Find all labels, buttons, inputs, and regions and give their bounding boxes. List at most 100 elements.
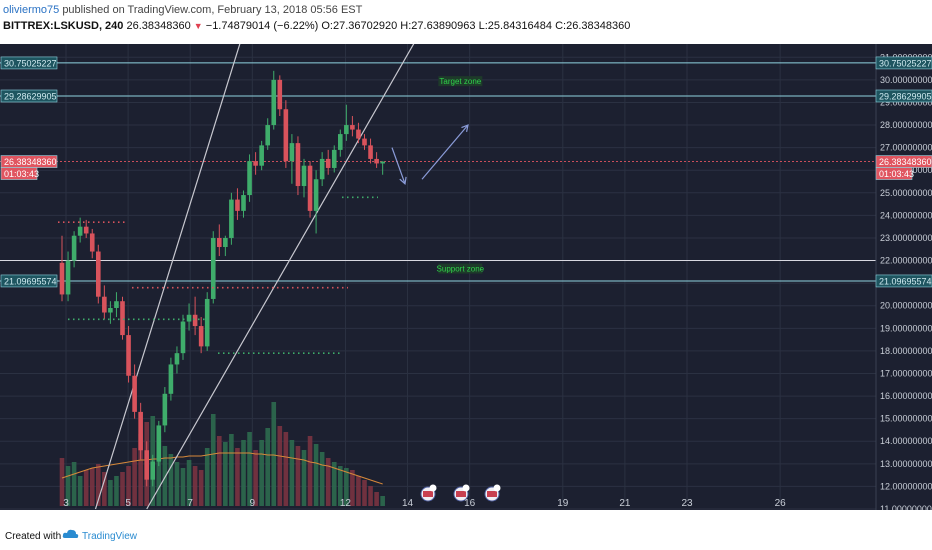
candle-body [350,125,355,130]
volume-bar [132,448,137,506]
lower-trendline [146,44,415,510]
time-tick-label: 3 [63,498,69,509]
volume-bar [126,466,131,506]
candle-body [83,226,89,234]
candle-body [77,226,83,236]
candle-body [331,149,337,168]
candle-body [126,335,131,376]
candle-body [223,237,228,248]
down-arrow-mark-head [399,176,407,185]
volume-bar [362,480,367,506]
candle-body [144,450,149,480]
volume-bar [210,414,216,506]
tradingview-cloud-icon [62,529,79,538]
candle-body [235,199,240,211]
candle-body [150,461,156,480]
volume-bar [271,402,277,506]
volume-bar [253,450,258,506]
level-tag-right: 21.09695574 [879,276,932,286]
flag-stripe [456,491,466,497]
price-tick-label: 27.00000000 [880,143,932,153]
volume-bar [325,458,331,506]
volume-bar [301,450,307,506]
volume-bar [162,446,168,506]
candle-body [120,301,125,336]
candle-body [247,161,252,196]
author-link[interactable]: oliviermo75 [3,4,60,16]
price-tick-label: 14.00000000 [880,436,932,446]
target-zone-label: Target zone [439,77,481,86]
volume-bar [265,428,270,506]
time-tick-label: 7 [187,498,193,509]
price-tick-label: 12.00000000 [880,481,932,491]
time-tick-label: 19 [557,498,569,509]
price-tick-label: 28.00000000 [880,120,932,130]
candle-body [229,199,234,238]
candle-body [253,161,258,166]
candle-body [313,179,319,211]
open-value: 27.36702920 [333,20,398,32]
volume-bar [65,466,71,506]
candle-body [162,393,168,426]
candle-body [65,260,71,295]
volume-bar [338,466,343,506]
price-axis[interactable]: 31.0000000030.0000000029.0000000028.0000… [875,44,932,510]
volume-ma-line [61,452,383,485]
upper-trendline [94,44,241,510]
drawing-marks: Target zone Support zone [58,76,501,502]
price-tick-label: 16.00000000 [880,391,932,401]
down-arrow-icon: ▼ [193,21,203,31]
price-tick-label: 22.00000000 [880,256,932,266]
level-tag-right: 29.28629905 [879,91,932,101]
volume-bar [83,470,89,506]
candle-body [89,233,95,252]
candle-body [180,321,186,354]
published-text: published on TradingView.com, February 1… [62,4,363,16]
volume-bar [331,462,337,506]
candle-body [210,237,216,299]
last-price-tag-left: 26.38348360 [4,157,57,167]
volume-bar [374,492,379,506]
chart-background [0,44,932,510]
price-tick-label: 19.00000000 [880,323,932,333]
candle-body [338,134,343,150]
time-axis[interactable]: 3 5 7 9 12 14 16 19 21 23 26 [63,498,786,509]
candle-body [114,301,119,308]
volume-bar [108,480,113,506]
volume-bar [102,472,107,506]
volume-bar [350,470,355,506]
low-label: L: [478,20,488,32]
tradingview-brand-link[interactable]: TradingView [82,531,138,542]
trendlines [94,44,415,510]
price-tick-label: 11.00000000 [880,504,932,510]
volume-bar [295,446,301,506]
volume-bar [277,426,283,506]
candle-body [168,364,174,394]
price-levels [0,62,876,282]
candle-body [132,375,137,412]
volume-bar [156,436,162,506]
candle-body [96,251,101,297]
volume-bar [204,448,210,506]
level-tag-right-bg [875,274,932,288]
candle-body [59,262,65,295]
volume-bar [59,458,65,506]
candle-body [102,296,107,313]
price-tick-label: 30.00000000 [880,75,932,85]
candle-body [289,143,295,162]
countdown-tag-left-bg [0,167,38,180]
price-tick-label: 17.00000000 [880,368,932,378]
high-label: H: [400,20,412,32]
event-count-badge [493,484,501,492]
volume-bar [217,436,222,506]
last-price-value: 26.38348360 [126,20,191,32]
price-tags: 30.75025227 30.75025227 29.28629905 29.2862… [0,56,932,288]
candle-body [198,326,204,347]
level-tag-left-bg [0,274,58,288]
time-tick-label: 9 [250,498,256,509]
volume-bar [259,440,264,506]
volume-bar [368,486,373,506]
level-tag-left-bg [0,56,58,70]
